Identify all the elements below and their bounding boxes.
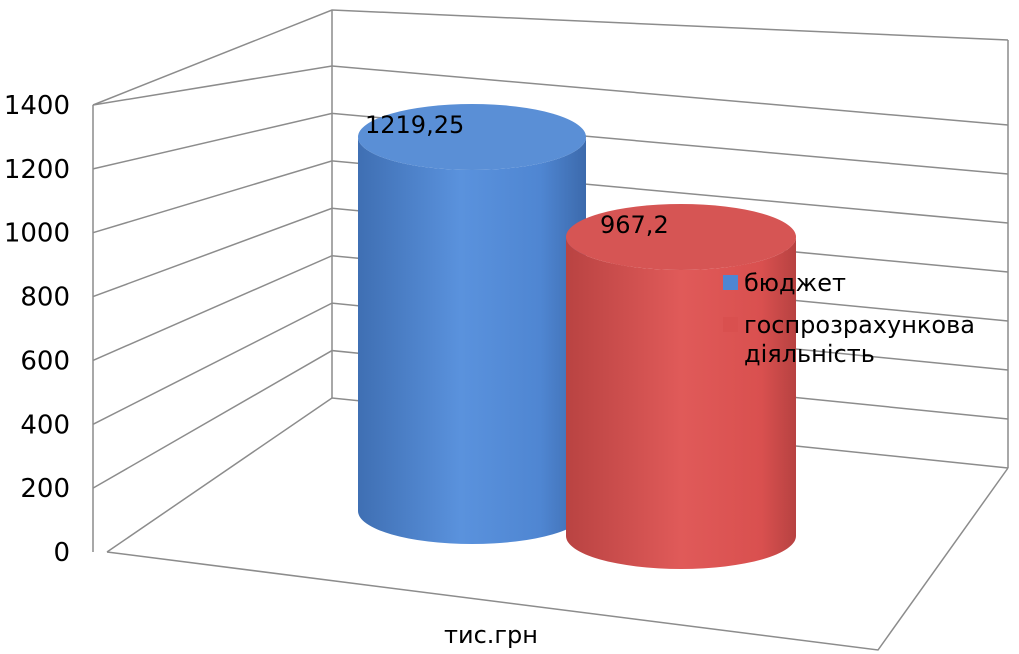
legend-label-self-financed-line2: діяльність: [744, 340, 875, 368]
y-tick-label: 1000: [4, 219, 70, 249]
bar-budget-body: [358, 137, 586, 544]
data-label-budget: 1219,25: [365, 111, 464, 139]
legend-label-self-financed-line1: госпрозрахункова: [744, 311, 975, 339]
gridline: [92, 65, 1009, 126]
legend: бюджет госпрозрахункова діяльність: [723, 269, 975, 368]
legend-swatch-budget: [723, 275, 738, 290]
bar-self-financed-body: [566, 237, 796, 569]
y-axis-ticks: 0 200 400 600 800 1000 1200 1400: [4, 91, 70, 568]
y-tick-label: 600: [20, 346, 70, 376]
gridline: [92, 160, 1009, 234]
y-tick-label: 200: [20, 474, 70, 504]
y-tick-label: 800: [20, 283, 70, 313]
legend-label-budget: бюджет: [744, 269, 846, 297]
y-tick-label: 1200: [4, 155, 70, 185]
chart-frame: [92, 9, 1009, 651]
bar-budget: 1219,25: [358, 104, 586, 544]
legend-item-self-financed: госпрозрахункова діяльність: [723, 311, 975, 368]
y-tick-label: 1400: [4, 91, 70, 121]
bar-self-financed: 967,2: [566, 204, 796, 569]
bar-budget-top: [358, 104, 586, 170]
bar-self-financed-top: [566, 204, 796, 270]
data-label-self-financed: 967,2: [600, 211, 669, 239]
legend-swatch-self-financed: [723, 317, 738, 332]
y-tick-label: 400: [20, 410, 70, 440]
gridline: [92, 112, 1009, 175]
y-tick-label: 0: [53, 538, 70, 568]
legend-item-budget: бюджет: [723, 269, 846, 297]
bar-group: 1219,25 967,2: [358, 104, 796, 569]
x-axis-category-label: тис.грн: [444, 621, 538, 649]
